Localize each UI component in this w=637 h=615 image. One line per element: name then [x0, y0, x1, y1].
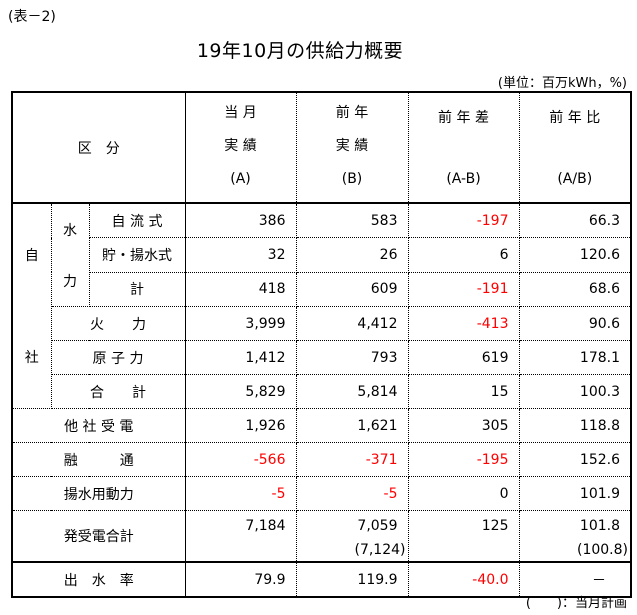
page-title: 19年10月の供給力概要 [196, 40, 404, 62]
table-row: 発受電合計 7,184 7,059 (7,124) 125 101.8 (100.8… [11, 510, 632, 563]
cell-b: 5,814 [295, 374, 409, 409]
cell-ratio: 90.6 [518, 306, 632, 341]
cell-diff: 125 [407, 510, 520, 563]
cell-ratio: 101.8 (100.8) [518, 510, 632, 563]
table-number-label: (表－2) [8, 9, 56, 25]
cell-diff: 6 [407, 237, 520, 273]
cell-ratio: － [518, 561, 632, 598]
cell-ratio: 118.8 [518, 408, 632, 443]
cell-diff: -191 [407, 271, 520, 308]
cell-a: 5,829 [184, 374, 297, 409]
cell-ratio: 66.3 [518, 202, 632, 239]
table-row: 原 子 力 1,412 793 619 178.1 [12, 340, 632, 375]
row-label: 発受電合計 [11, 510, 186, 563]
table-row: 他 社 受 電 1,926 1,621 305 118.8 [11, 408, 632, 443]
cell-b: 26 [295, 237, 409, 273]
header-text: 実 績 [224, 138, 257, 154]
cell-a: 3,999 [184, 306, 297, 341]
cell-b: 4,412 [295, 306, 409, 341]
header-text: (A/B) [557, 171, 593, 187]
header-category: 区 分 [11, 91, 186, 204]
table-row: 合 計 5,829 5,814 15 100.3 [12, 374, 632, 409]
cell-diff: -195 [407, 442, 520, 477]
cell-diff: 305 [407, 408, 520, 443]
header-row: 区 分 当 月 実 績 (A) 前 年 実 績 (B) 前 年 差 (A-B) … [11, 91, 632, 204]
row-label: 貯・揚水式 [88, 237, 186, 273]
row-label: 出 水 率 [11, 561, 186, 598]
cell-ratio: 120.6 [518, 237, 632, 273]
row-label: 融 通 [11, 442, 186, 477]
cell-ratio: 100.3 [518, 374, 632, 409]
supply-summary-table: 区 分 当 月 実 績 (A) 前 年 実 績 (B) 前 年 差 (A-B) … [11, 91, 632, 598]
header-text: 前 年 比 [549, 110, 601, 126]
unit-note: (単位：百万kWh，%) [497, 76, 627, 91]
value: 101.8 [579, 518, 620, 534]
cell-a: 1,926 [184, 408, 297, 443]
group-hydro: 水力 [50, 202, 90, 307]
group-text: 水 [63, 222, 77, 239]
cell-diff: 619 [407, 340, 520, 375]
header-difference: 前 年 差 (A-B) [407, 91, 520, 204]
cell-a: -5 [184, 476, 297, 511]
cell-b: 583 [295, 202, 409, 239]
cell-diff: -40.0 [407, 561, 520, 598]
row-label: 計 [88, 271, 186, 308]
cell-ratio: 152.6 [518, 442, 632, 477]
header-ratio: 前 年 比 (A/B) [518, 91, 632, 204]
cell-ratio: 101.9 [518, 476, 632, 511]
table-row: 揚水用動力 -5 -5 0 101.9 [11, 476, 632, 511]
cell-b: -5 [295, 476, 409, 511]
header-text: (A-B) [446, 171, 481, 187]
cell-b: -371 [295, 442, 409, 477]
table-row: 計 418 609 -191 68.6 [12, 271, 632, 308]
header-current-month: 当 月 実 績 (A) [184, 91, 297, 204]
cell-ratio: 178.1 [518, 340, 632, 375]
row-label: 原 子 力 [50, 340, 186, 375]
row-label: 揚水用動力 [11, 476, 186, 511]
cell-diff: -197 [407, 202, 520, 239]
cell-b: 119.9 [295, 561, 409, 598]
cell-a: 32 [184, 237, 297, 273]
row-label: 自 流 式 [88, 202, 186, 239]
cell-b: 609 [295, 271, 409, 308]
value: 7,059 [357, 518, 398, 534]
header-previous-year: 前 年 実 績 (B) [295, 91, 409, 204]
table-row: 貯・揚水式 32 26 6 120.6 [12, 237, 632, 273]
cell-a: 1,412 [184, 340, 297, 375]
cell-a: 7,184 [184, 510, 297, 563]
cell-ratio: 68.6 [518, 271, 632, 308]
cell-diff: -413 [407, 306, 520, 341]
header-text: 実 績 [335, 138, 369, 154]
table-row: 融 通 -566 -371 -195 152.6 [11, 442, 632, 477]
group-own-company: 自社 [11, 202, 52, 409]
cell-b: 793 [295, 340, 409, 375]
header-text: 前 年 差 [438, 110, 489, 126]
cell-a: 386 [184, 202, 297, 239]
cell-b: 1,621 [295, 408, 409, 443]
table-row: 火 力 3,999 4,412 -413 90.6 [12, 306, 632, 341]
cell-a: -566 [184, 442, 297, 477]
group-text: 社 [24, 350, 39, 366]
table-row: 自社 水力 自 流 式 386 583 -197 66.3 [11, 202, 632, 409]
row-label: 他 社 受 電 [11, 408, 186, 443]
value: 7,184 [245, 518, 286, 534]
row-label: 合 計 [50, 374, 186, 409]
header-text: 当 月 [224, 105, 257, 121]
cell-diff: 15 [407, 374, 520, 409]
cell-a: 418 [184, 271, 297, 308]
group-text: 自 [24, 248, 39, 264]
header-text: (A) [230, 171, 251, 187]
cell-a: 79.9 [184, 561, 297, 598]
plan-value: (100.8) [576, 542, 628, 558]
plan-value: (7,124) [354, 542, 406, 558]
group-text: 力 [63, 273, 77, 290]
header-text: 前 年 [335, 105, 369, 121]
table-row: 出 水 率 79.9 119.9 -40.0 － [11, 561, 632, 598]
row-label: 火 力 [50, 306, 186, 341]
value: 125 [481, 518, 509, 534]
cell-b: 7,059 (7,124) [295, 510, 409, 563]
header-text: (B) [341, 171, 363, 187]
cell-diff: 0 [407, 476, 520, 511]
footnote: ( )：当月計画 [525, 596, 627, 611]
